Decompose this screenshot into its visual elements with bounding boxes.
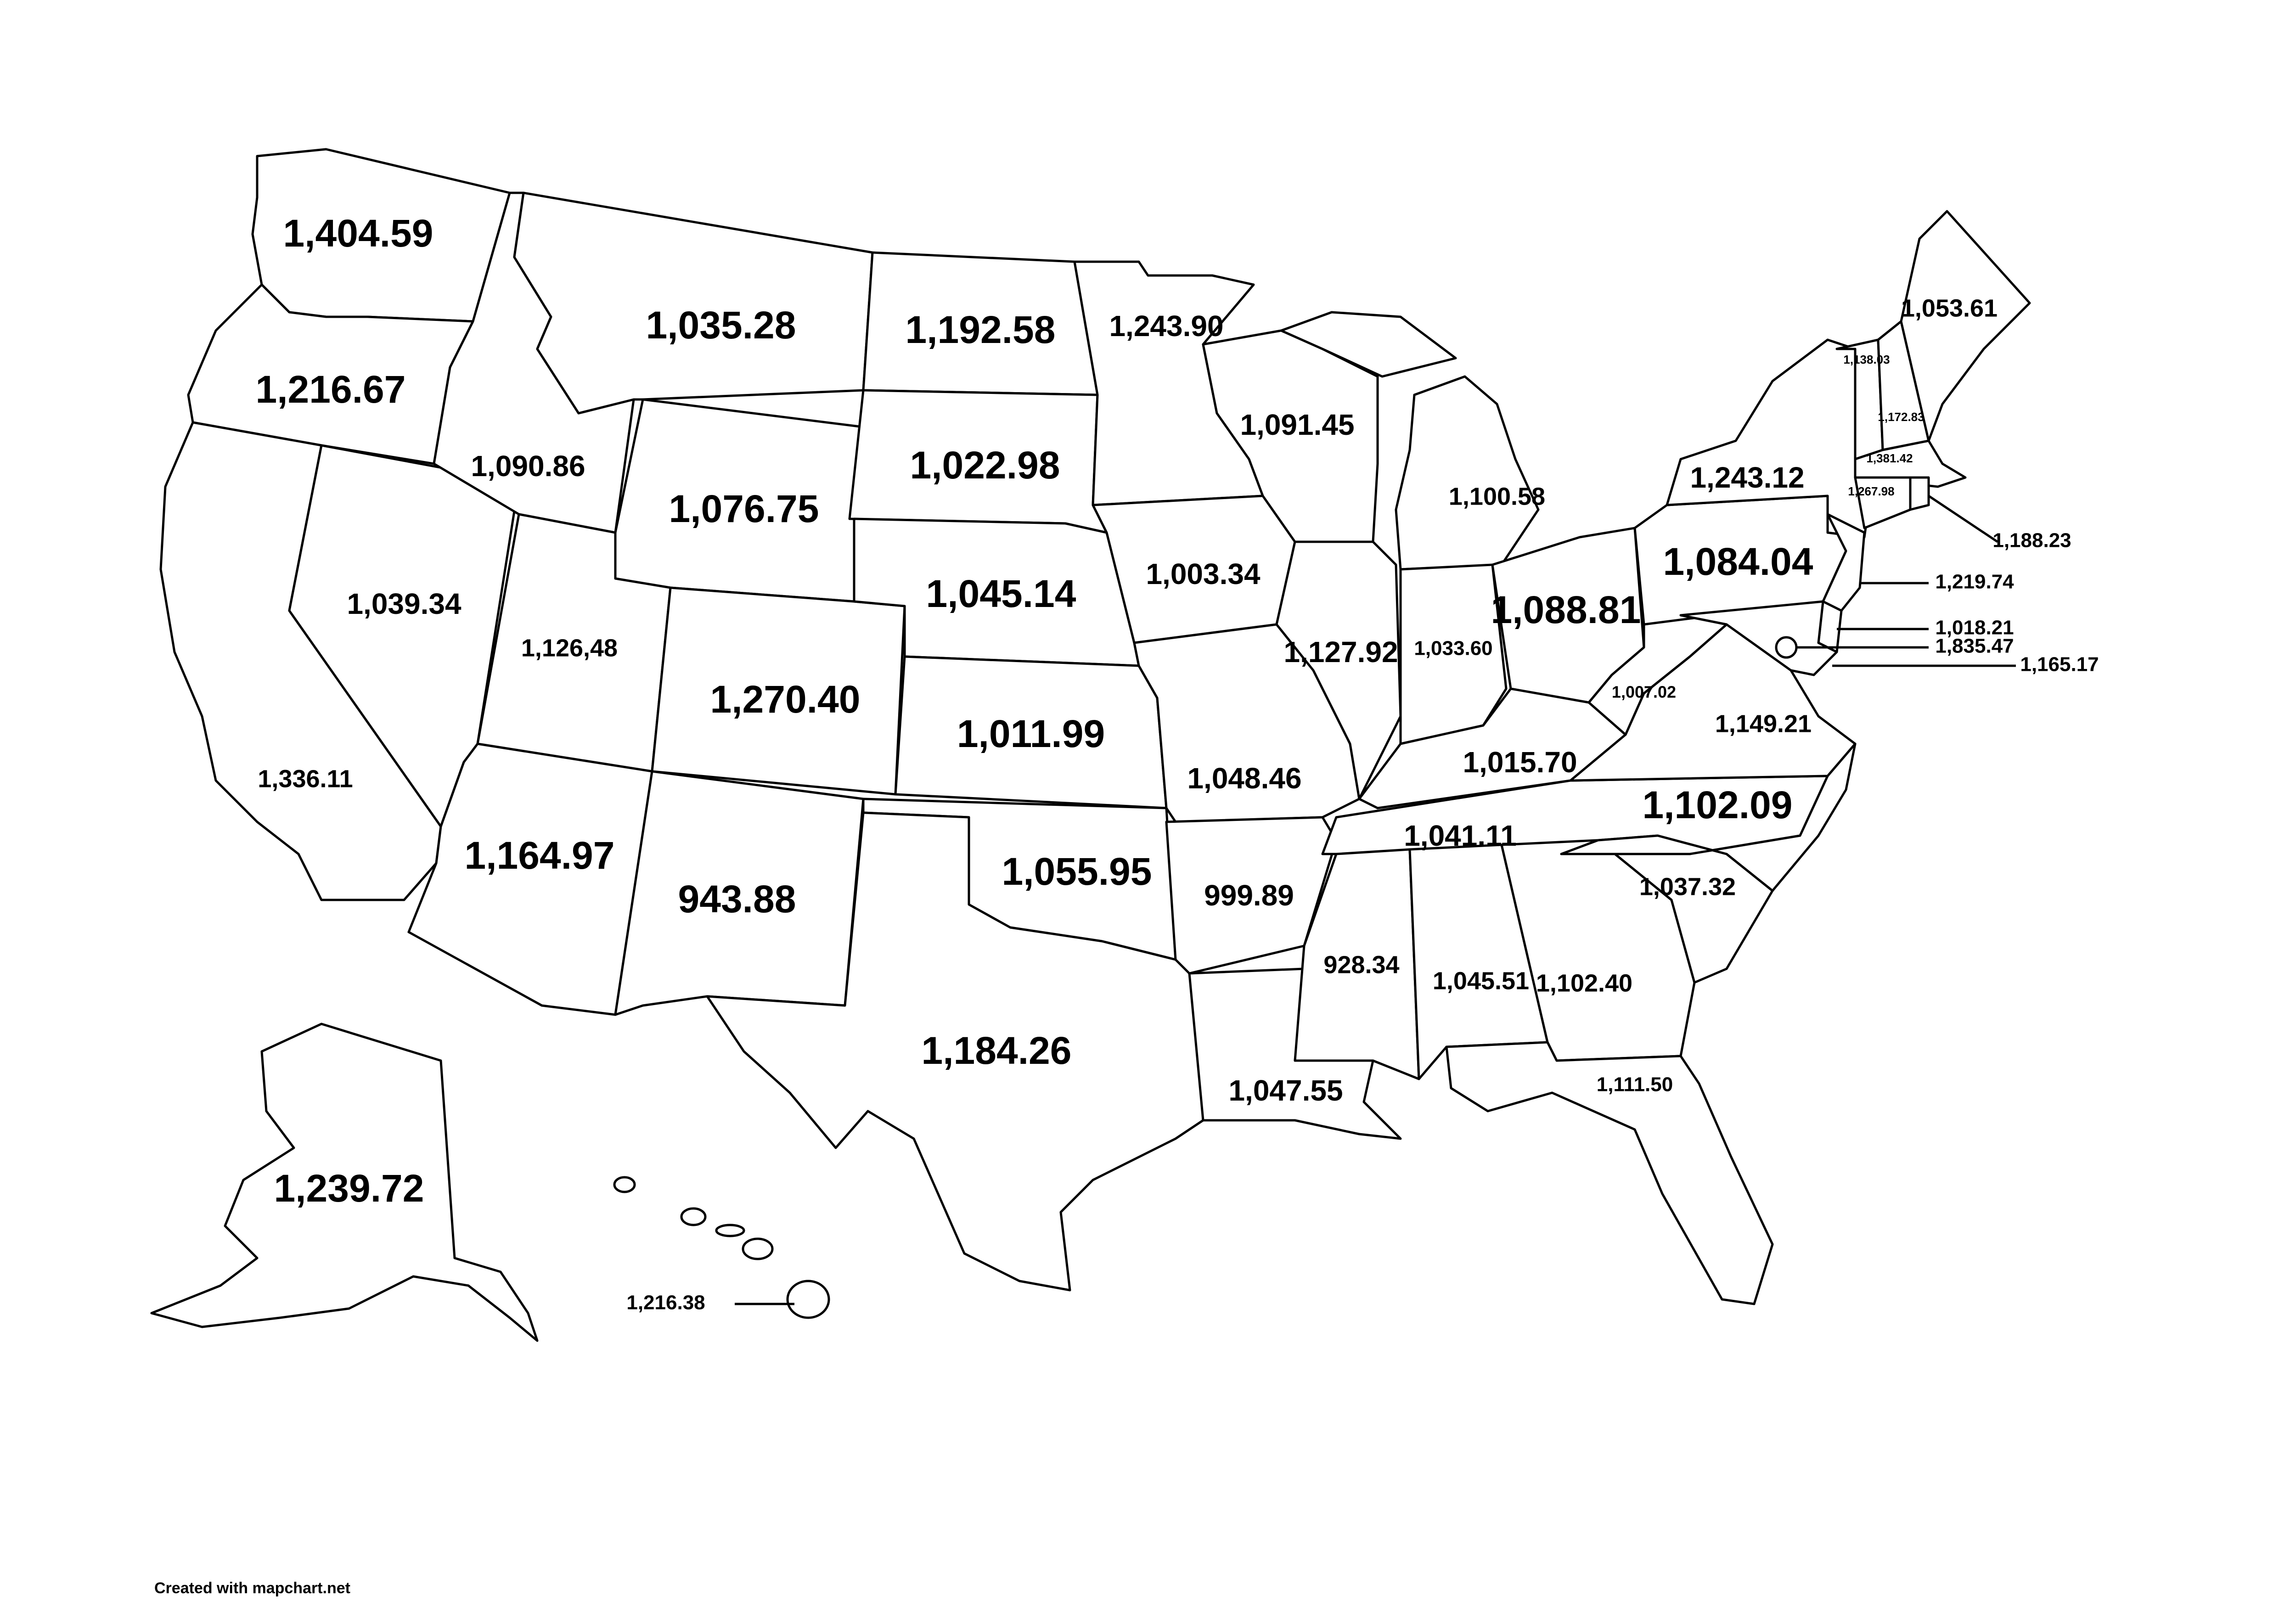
state-co: [651, 586, 906, 796]
label-fl: 1,111.50: [1597, 1073, 1673, 1096]
label-de: 1,018.21: [1935, 617, 2014, 639]
label-oh: 1,088.81: [1491, 588, 1641, 631]
state-ak: [150, 1023, 539, 1342]
label-ny: 1,243.12: [1690, 461, 1804, 494]
label-ut: 1,126,48: [521, 634, 618, 662]
label-la: 1,047.55: [1228, 1074, 1343, 1107]
label-ks: 1,011.99: [957, 712, 1105, 755]
label-tx: 1,184.26: [922, 1029, 1072, 1072]
label-me: 1,053.61: [1901, 294, 1998, 322]
label-ca: 1,336.11: [258, 765, 353, 792]
label-ri: 1,188.23: [1992, 529, 2071, 552]
label-nj: 1,219.74: [1935, 571, 2014, 593]
label-wi: 1,091.45: [1240, 408, 1354, 441]
label-wv: 1,007.02: [1612, 683, 1676, 702]
state-mi: [1395, 375, 1540, 571]
state-tx: [706, 811, 1204, 1292]
hawaii-island-oahu: [680, 1207, 707, 1226]
label-ct: 1,267.98: [1848, 484, 1894, 498]
label-ms: 928.34: [1323, 951, 1399, 978]
label-al: 1,045.51: [1433, 967, 1529, 995]
label-vt: 1,138.03: [1843, 353, 1890, 366]
label-mo: 1,048.46: [1187, 762, 1301, 795]
state-mt: [513, 191, 874, 415]
label-ma: 1,381.42: [1866, 451, 1913, 465]
state-ri: [1909, 476, 1930, 511]
label-pa: 1,084.04: [1663, 540, 1813, 583]
label-ne: 1,045.14: [926, 572, 1076, 615]
leader-ri: [1928, 494, 1998, 543]
label-id: 1,090.86: [471, 450, 585, 483]
label-il: 1,127.92: [1283, 635, 1398, 669]
state-md: [1679, 600, 1838, 676]
label-nv: 1,039.34: [347, 587, 461, 620]
dc-marker: [1775, 636, 1798, 659]
label-ky: 1,015.70: [1463, 746, 1577, 779]
label-wy: 1,076.75: [669, 487, 819, 530]
label-va: 1,149.21: [1715, 710, 1812, 737]
hawaii-island-kauai: [613, 1176, 636, 1193]
label-nd: 1,192.58: [906, 308, 1056, 351]
label-in: 1,033.60: [1414, 637, 1492, 660]
label-az: 1,164.97: [465, 834, 615, 877]
label-sd: 1,022.98: [910, 444, 1060, 487]
state-fl: [1445, 1041, 1774, 1305]
label-ak: 1,239.72: [274, 1167, 424, 1210]
label-nh: 1,172.83: [1878, 410, 1924, 424]
label-mt: 1,035.28: [646, 303, 796, 347]
label-mi: 1,100.58: [1449, 483, 1545, 510]
state-mi-upper: [1280, 311, 1457, 378]
credit-text: Created with mapchart.net: [154, 1579, 350, 1597]
label-or: 1,216.67: [256, 368, 406, 411]
state-nc: [1560, 742, 1857, 892]
label-nc: 1,102.09: [1643, 783, 1793, 826]
label-ar: 999.89: [1204, 879, 1294, 912]
state-in: [1399, 563, 1508, 745]
label-mn: 1,243.90: [1109, 309, 1223, 343]
label-wa: 1,404.59: [283, 212, 433, 255]
label-sc: 1,037.32: [1639, 873, 1736, 900]
label-nm: 943.88: [678, 877, 796, 921]
label-tn: 1,041.11: [1404, 819, 1517, 852]
label-ia: 1,003.34: [1146, 557, 1261, 590]
state-me: [1900, 210, 2031, 442]
label-hi: 1,216.38: [626, 1292, 705, 1314]
label-dc: 1,835.47: [1935, 635, 2014, 657]
label-ok: 1,055.95: [1002, 850, 1152, 893]
label-co: 1,270.40: [710, 678, 861, 721]
hawaii-island-molokai: [715, 1224, 745, 1237]
label-md: 1,165.17: [2020, 653, 2099, 676]
label-ga: 1,102.40: [1536, 969, 1632, 997]
hawaii-island-maui: [742, 1237, 774, 1260]
hawaii-island-big: [786, 1280, 830, 1319]
